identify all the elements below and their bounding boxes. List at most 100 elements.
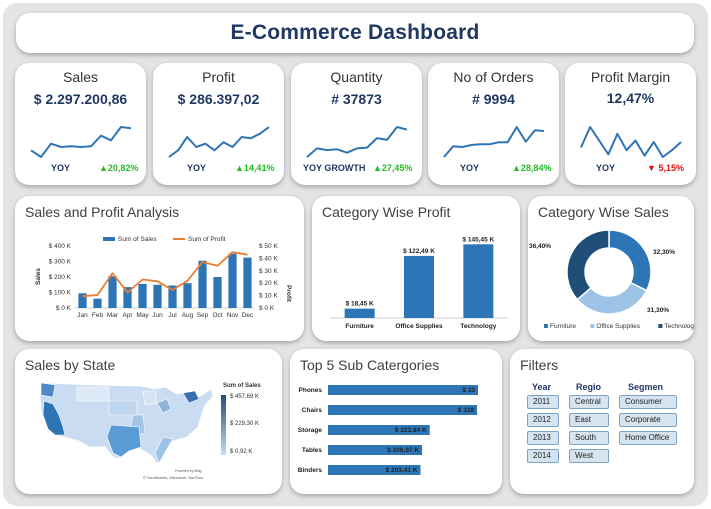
kpi-card-profit-margin[interactable]: Profit Margin 12,47% YOY ▼ 5,15%: [565, 63, 696, 185]
kpi-name: Profit: [202, 69, 235, 85]
kpi-change: ▲20,82%: [99, 163, 139, 173]
donut-slice: [608, 229, 652, 292]
sparkline-trend: [168, 126, 270, 158]
segment-filter-consumer[interactable]: Consumer: [619, 395, 677, 409]
donut-label: 36,40%: [529, 243, 551, 250]
year-filter-2014[interactable]: 2014: [527, 449, 559, 463]
subcategory-bar: [328, 465, 421, 475]
x-tick-label: Apr: [122, 312, 133, 319]
sales-bar: [78, 293, 87, 308]
sparkline-trend: [30, 126, 132, 158]
kpi-sparkline: [30, 126, 132, 158]
legend-label: Technology: [664, 323, 694, 330]
kpi-yoy-label: YOY: [187, 163, 207, 173]
kpi-value: # 37873: [331, 91, 382, 107]
sales-bar: [228, 253, 237, 308]
y-tick-label: $ 0 K: [56, 305, 72, 312]
panel-title: Category Wise Profit: [322, 204, 451, 220]
legend-swatch: [658, 324, 663, 328]
year-filter-2011[interactable]: 2011: [527, 395, 559, 409]
kpi-yoy-label: YOY: [51, 163, 71, 173]
state-new-york: [182, 390, 200, 404]
data-label: $ 122,49 K: [403, 248, 435, 255]
category-profit-panel: Category Wise Profit $ 18,45 K Furniture $…: [312, 196, 520, 341]
kpi-card-orders[interactable]: No of Orders # 9994 YOY ▲28,84%: [428, 63, 559, 185]
arrow-up-icon: ▲: [512, 163, 521, 173]
kpi-sparkline: [580, 126, 682, 158]
region-filter-central[interactable]: Central: [569, 395, 609, 409]
kpi-value: # 9994: [472, 91, 515, 107]
title-card: E-Commerce Dashboard: [16, 13, 694, 53]
sparkline-trend: [443, 126, 545, 158]
y-tick-label: $ 400 K: [49, 243, 72, 250]
region-filter-east[interactable]: East: [569, 413, 609, 427]
state-montana: [76, 386, 110, 402]
category-profit-chart: $ 18,45 K Furniture $ 122,49 K Office Suppl…: [330, 236, 508, 330]
region-filter-west[interactable]: West: [569, 449, 609, 463]
panel-title: Category Wise Sales: [538, 204, 669, 220]
kpi-change: ▲27,45%: [373, 163, 413, 173]
kpi-value: $ 2.297.200,86: [33, 91, 128, 107]
year-filter-2013[interactable]: 2013: [527, 431, 559, 445]
x-tick-label: Dec: [242, 312, 254, 319]
y2-tick-label: $ 0 K: [259, 305, 275, 312]
kpi-card-quantity[interactable]: Quantity # 37873 YOY GROWTH ▲27,45%: [291, 63, 422, 185]
x-tick-label: Feb: [92, 312, 104, 319]
y2-tick-label: $ 30 K: [259, 268, 278, 275]
state-wisconsin: [142, 390, 158, 406]
map-attribution: © GeoNames, Microsoft, TomTom: [143, 475, 203, 480]
sales-bar: [213, 277, 222, 308]
state-california: [42, 400, 66, 436]
segment-filter-corporate[interactable]: Corporate: [619, 413, 677, 427]
y-tick-label: Binders: [298, 467, 323, 474]
subcategory-bar: [328, 405, 478, 415]
category-profit-bar: [463, 244, 494, 318]
kpi-sparkline: [168, 126, 270, 158]
sales-bar: [168, 285, 177, 308]
x-tick-label: Nov: [227, 312, 239, 319]
legend-swatch: [544, 324, 548, 328]
map-legend-mid: $ 229,30 K: [230, 421, 260, 427]
x-tick-label: Furniture: [345, 323, 374, 330]
subcategory-bar: [328, 445, 423, 455]
sales-profit-chart: Sum of Sales Sum of Profit $ 0 K $ 100 K $ 2…: [35, 236, 292, 319]
data-label: $ 18,45 K: [346, 301, 374, 308]
category-sales-panel: Category Wise Sales 32,30% 31,30% 36,40% Fu…: [528, 196, 694, 341]
data-label: $ 206,97 K: [387, 447, 419, 454]
map-legend-max: $ 457,69 K: [230, 394, 260, 400]
y2-axis-label: Profit: [285, 285, 292, 303]
y-tick-label: Phones: [299, 387, 323, 394]
sales-bar: [123, 287, 132, 308]
us-map[interactable]: [15, 349, 282, 494]
kpi-card-sales[interactable]: Sales $ 2.297.200,86 YOY ▲20,82%: [15, 63, 146, 185]
x-tick-label: May: [136, 312, 149, 319]
year-filter-header: Year: [532, 382, 552, 392]
region-filter-south[interactable]: South: [569, 431, 609, 445]
sales-bar: [243, 257, 252, 308]
y-tick-label: $ 200 K: [49, 274, 72, 281]
arrow-up-icon: ▲: [373, 163, 382, 173]
sales-by-state-panel: Sales by State Sum of Sales $ 457,69 K $…: [15, 349, 282, 494]
year-filter-2012[interactable]: 2012: [527, 413, 559, 427]
sparkline-trend: [306, 126, 408, 158]
panel-title: Sales by State: [25, 357, 116, 373]
y2-tick-label: $ 20 K: [259, 280, 278, 287]
panel-title: Filters: [520, 357, 559, 373]
data-label: $ 328: [458, 407, 475, 414]
category-profit-bar: [344, 308, 375, 318]
kpi-card-profit[interactable]: Profit $ 286.397,02 YOY ▲14,41%: [153, 63, 284, 185]
segment-filter-home-office[interactable]: Home Office: [619, 431, 677, 445]
legend-sales-swatch: [103, 237, 115, 241]
x-tick-label: Mar: [107, 312, 119, 319]
sales-bar: [198, 260, 207, 308]
map-legend-title: Sum of Sales: [223, 383, 261, 389]
x-tick-label: Jan: [77, 312, 88, 319]
legend-sales-label: Sum of Sales: [118, 236, 157, 243]
top-subcategories-panel: Top 5 Sub Catergories Phones $ 33 Chairs $ …: [290, 349, 502, 494]
segment-filter-header: Segmen: [628, 382, 664, 392]
state-texas: [106, 424, 142, 458]
y-tick-label: $ 300 K: [49, 259, 72, 266]
data-label: $ 203,41 K: [386, 467, 418, 474]
y-tick-label: $ 100 K: [49, 290, 72, 297]
category-profit-bar: [404, 255, 434, 318]
